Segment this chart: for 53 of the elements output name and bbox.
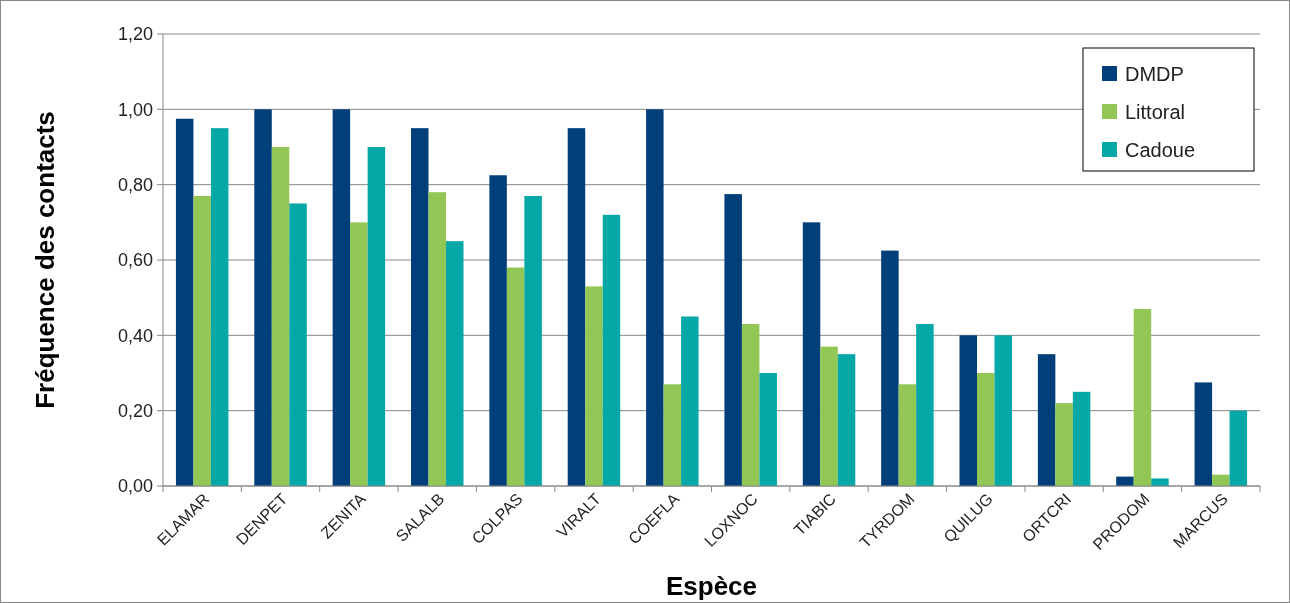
bar (802, 222, 821, 486)
bar (567, 128, 586, 486)
bar (411, 128, 429, 486)
bar (428, 192, 446, 486)
bar (524, 195, 542, 486)
bar (1037, 354, 1056, 486)
y-tick-label: 1,20 (117, 24, 153, 45)
bar (332, 109, 351, 486)
bar (1072, 391, 1091, 486)
bar (446, 241, 464, 486)
bar (210, 128, 229, 486)
y-tick-label: 0,80 (117, 174, 153, 195)
bar (1229, 410, 1248, 486)
y-axis-title: Fréquence des contacts (30, 111, 60, 409)
legend-label: DMDP (1125, 63, 1184, 85)
bar (916, 324, 934, 486)
bar (1151, 478, 1169, 486)
bar (1194, 382, 1213, 486)
bar (489, 175, 507, 486)
bar (898, 384, 917, 486)
bar (646, 109, 664, 486)
bar (820, 346, 838, 486)
bar (602, 214, 621, 486)
bar (1055, 403, 1073, 486)
y-tick-label: 0,40 (117, 325, 153, 346)
bar (350, 222, 368, 486)
bar (175, 118, 194, 486)
y-tick-label: 0,20 (117, 400, 153, 421)
x-axis-title: Espèce (665, 571, 758, 601)
bar (1133, 308, 1152, 486)
legend-label: Cadoue (1125, 139, 1196, 161)
bar (271, 147, 290, 486)
bar (585, 286, 603, 486)
bar (837, 354, 856, 486)
y-tick-label: 0,60 (117, 250, 153, 271)
bar (994, 335, 1012, 486)
bar (289, 203, 307, 486)
y-tick-label: 1,00 (117, 99, 153, 120)
legend-label: Littoral (1125, 101, 1186, 123)
bar (663, 384, 682, 486)
bar (367, 147, 386, 486)
bar (681, 316, 699, 486)
bar (959, 335, 977, 486)
bar (741, 324, 760, 486)
bar (881, 250, 899, 486)
bar (724, 194, 742, 486)
bar (1212, 474, 1230, 486)
bar (193, 195, 211, 486)
bar (254, 109, 272, 486)
bar (506, 267, 525, 486)
y-tick-label: 0,00 (117, 476, 153, 497)
bar (977, 373, 995, 486)
bar (759, 373, 777, 486)
